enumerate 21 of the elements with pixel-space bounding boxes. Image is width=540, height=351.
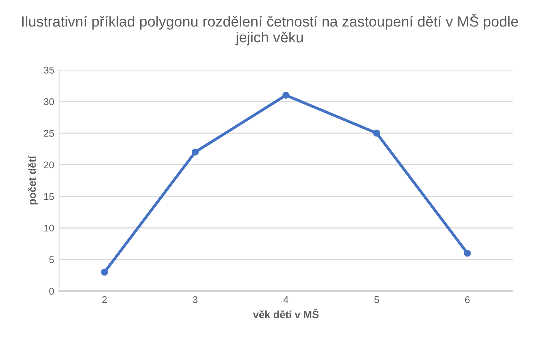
x-tick-label: 5	[374, 296, 380, 304]
x-axis-title: věk dětí v MŠ	[253, 309, 319, 318]
y-tick-label: 25	[44, 130, 54, 137]
y-tick-label: 5	[50, 256, 54, 264]
point	[373, 130, 380, 137]
y-tick-label: 10	[44, 224, 54, 232]
y-axis-title: počet dětí	[28, 156, 38, 205]
y-tick-label: 0	[50, 288, 54, 295]
x-tick-label: 2	[102, 296, 107, 304]
chart-title: Ilustrativní příklad polygonu rozdělení četností na zastoupení dětí v MŠ podle jejich věku	[22, 14, 518, 46]
y-tick-label: 30	[44, 98, 54, 106]
point	[464, 250, 472, 257]
x-tick-label: 3	[193, 296, 198, 304]
x-tick-label: 4	[284, 296, 289, 304]
y-tick-label: 20	[44, 162, 54, 169]
y-tick-label: 35	[44, 66, 54, 74]
x-tick-label: 6	[465, 296, 470, 304]
y-tick-label: 15	[44, 193, 54, 200]
point	[192, 148, 199, 156]
point	[282, 92, 290, 99]
point	[101, 268, 108, 276]
